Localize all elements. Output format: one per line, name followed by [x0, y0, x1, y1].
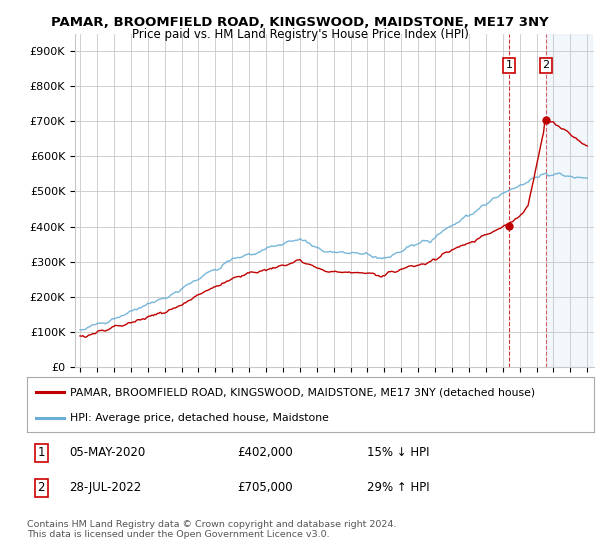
Text: 1: 1: [37, 446, 45, 459]
Text: PAMAR, BROOMFIELD ROAD, KINGSWOOD, MAIDSTONE, ME17 3NY (detached house): PAMAR, BROOMFIELD ROAD, KINGSWOOD, MAIDS…: [70, 388, 535, 397]
Bar: [545, 34, 592, 367]
Text: 1: 1: [505, 60, 512, 70]
Text: 28-JUL-2022: 28-JUL-2022: [70, 482, 142, 494]
Text: £705,000: £705,000: [237, 482, 292, 494]
Text: HPI: Average price, detached house, Maidstone: HPI: Average price, detached house, Maid…: [70, 413, 328, 422]
Text: 2: 2: [37, 482, 45, 494]
Text: 2: 2: [542, 60, 549, 70]
Text: Contains HM Land Registry data © Crown copyright and database right 2024.
This d: Contains HM Land Registry data © Crown c…: [27, 520, 397, 539]
Text: £402,000: £402,000: [237, 446, 293, 459]
Text: 29% ↑ HPI: 29% ↑ HPI: [367, 482, 430, 494]
Text: PAMAR, BROOMFIELD ROAD, KINGSWOOD, MAIDSTONE, ME17 3NY: PAMAR, BROOMFIELD ROAD, KINGSWOOD, MAIDS…: [51, 16, 549, 29]
Text: 15% ↓ HPI: 15% ↓ HPI: [367, 446, 430, 459]
Text: Price paid vs. HM Land Registry's House Price Index (HPI): Price paid vs. HM Land Registry's House …: [131, 28, 469, 41]
Text: 05-MAY-2020: 05-MAY-2020: [70, 446, 146, 459]
